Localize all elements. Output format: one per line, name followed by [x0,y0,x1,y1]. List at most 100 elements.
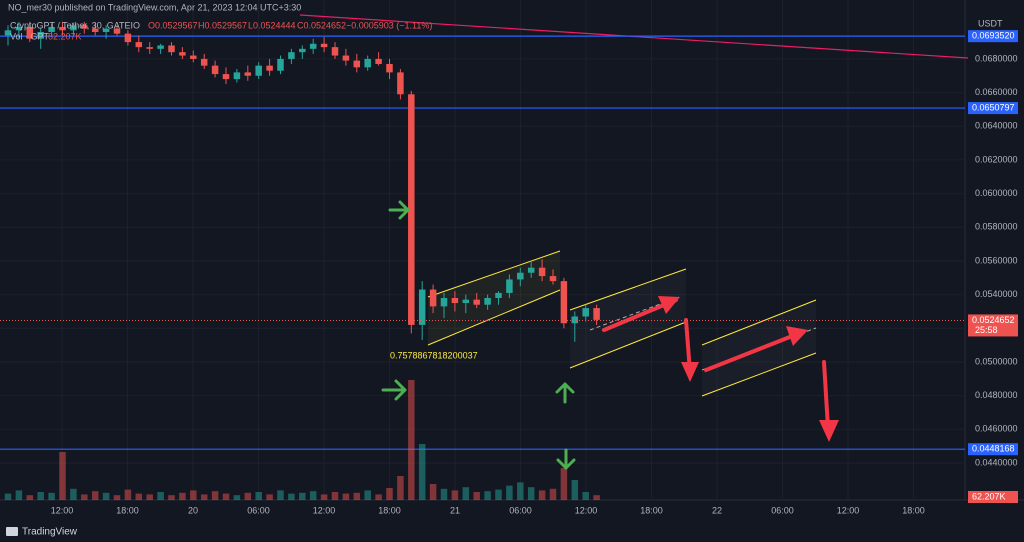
candle-body [484,297,491,305]
volume-bar [288,493,295,500]
volume-bar [15,490,23,500]
volume-bar [299,492,306,500]
candle-body [462,299,470,304]
volume-bar [146,494,153,500]
channel-fill [428,251,560,345]
candle-body [397,72,404,95]
candle-body [48,26,55,32]
volume-bar [179,492,186,500]
candle-body [571,316,579,324]
last-price-label: 0.0524652 [972,315,1015,325]
volume-bar [440,488,448,500]
volume-name: Vol · GPT [10,31,50,41]
candle-body [364,58,371,68]
grid [0,0,965,500]
volume-bar [517,482,524,500]
candle-body [538,267,546,277]
volume-bar [124,489,132,500]
green-arrow [556,448,576,470]
volume-bar [277,490,284,500]
candle-body [255,65,262,76]
volume-bar [582,492,589,500]
candle-body [473,299,480,305]
price-label-bg [968,443,1018,456]
volume-bar [48,492,55,500]
volume-bar [593,495,600,500]
volume-bar [211,491,219,500]
volume-bar [255,492,262,500]
price-label: 0.0693520 [972,31,1015,41]
volume-bar [190,490,197,500]
candle-body [429,289,437,307]
candle-body [200,58,208,66]
price-label-bg [968,102,1018,115]
y-tick-label: 0.0440000 [975,457,1018,467]
volume-bar [135,493,143,500]
volume-bar [397,476,404,500]
volume-bar [320,494,328,500]
candle-body [593,308,600,320]
candle-body [309,43,317,49]
y-tick-label: 0.0640000 [975,121,1018,131]
channel-line [569,321,687,369]
candle-body [135,42,143,48]
candle-body [582,308,589,317]
red-arrow-head [681,362,699,382]
candle-body [451,297,459,304]
x-tick-label: 18:00 [378,505,401,515]
volume-bar [102,492,110,500]
candle-body [342,55,350,61]
candle-body [91,28,99,32]
legend-close: C0.0524652 [297,20,346,30]
candle-body [179,52,186,56]
candle-body [70,25,77,31]
price-label: 0.0448168 [972,444,1015,454]
candle-body [375,58,382,64]
x-tick-label: 06:00 [771,505,794,515]
candle-body [168,45,175,53]
y-tick-label: 0.0660000 [975,87,1018,97]
candle-body [320,43,328,48]
candle-body [124,33,132,43]
channel-line [427,289,561,346]
candle-body [288,52,295,59]
volume-bar [418,444,426,500]
volume-bar [309,491,317,500]
x-tick-label: 12:00 [313,505,336,515]
green-arrow [381,379,407,401]
x-tick-label: 18:00 [902,505,925,515]
volume-bar [233,495,241,500]
price-label-bg [968,30,1018,43]
volume-bar [364,490,371,500]
countdown: 25:58 [975,325,998,335]
y-tick-label: 0.0600000 [975,188,1018,198]
candle-body [15,26,23,31]
candle-body [59,26,66,31]
green-arrow [388,200,410,220]
candle-body [266,65,273,71]
candle-body [549,276,557,282]
volume-bar [527,487,535,500]
candle-body [418,289,426,325]
volume-bar [473,492,480,500]
footer-brand: TradingView [22,527,78,538]
candle-body [277,58,284,71]
candle-body [81,25,88,29]
candle-body [517,272,524,280]
y-tick-label: 0.0580000 [975,222,1018,232]
volume-bar [386,488,393,500]
candle-body [26,26,34,39]
x-tick-label: 12:00 [575,505,598,515]
volume-axis-label: 62.207K [972,491,1006,501]
candle-body [190,55,197,59]
volume-bar [375,494,382,500]
volume-bar [91,491,99,500]
volume-bar [244,492,252,500]
volume-bar [37,492,44,500]
volume-bar [571,480,579,500]
x-tick-label: 22 [712,505,722,515]
volume-bar [26,495,34,500]
volume-bar [429,484,437,500]
